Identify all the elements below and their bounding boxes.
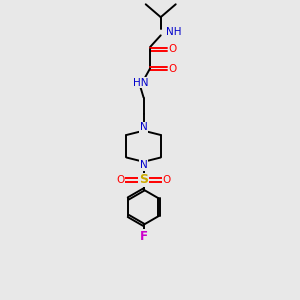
Text: S: S	[139, 173, 148, 187]
Text: N: N	[140, 122, 147, 133]
Text: NH: NH	[166, 27, 182, 37]
Text: O: O	[162, 175, 171, 185]
Text: F: F	[140, 230, 148, 243]
Text: N: N	[140, 160, 147, 170]
Text: O: O	[168, 44, 177, 54]
Text: O: O	[116, 175, 125, 185]
Text: HN: HN	[133, 77, 148, 88]
Text: O: O	[168, 64, 177, 74]
